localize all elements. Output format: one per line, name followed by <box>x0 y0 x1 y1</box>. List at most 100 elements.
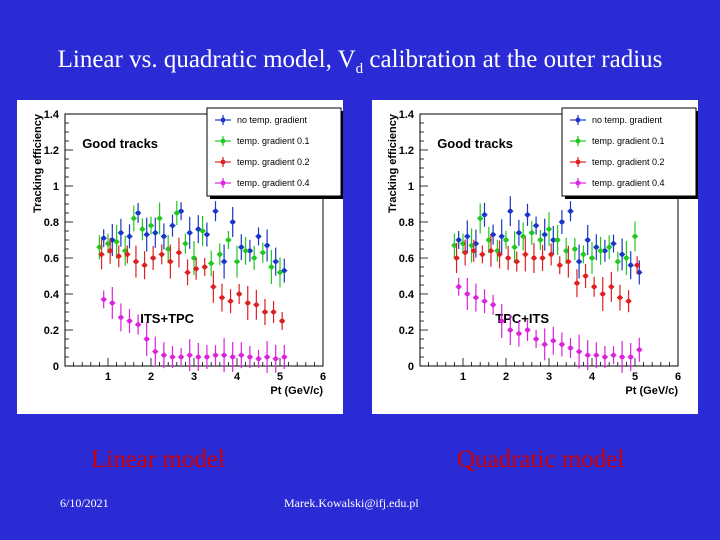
data-point <box>628 262 634 268</box>
data-point <box>514 259 520 264</box>
legend-entry: temp. gradient 0.4 <box>592 178 665 188</box>
y-tick-label: 1.2 <box>399 145 414 157</box>
data-point <box>208 261 214 266</box>
data-point <box>152 349 158 354</box>
data-point <box>591 284 597 290</box>
data-point <box>122 248 128 254</box>
data-point <box>193 266 199 272</box>
data-point <box>606 244 612 250</box>
data-point <box>499 234 505 239</box>
data-point <box>628 354 634 360</box>
y-tick-label: 1.4 <box>44 109 60 121</box>
legend-entry: temp. gradient 0.1 <box>592 136 665 146</box>
data-point <box>507 208 513 214</box>
data-point <box>593 244 599 250</box>
chart-title: Good tracks <box>437 136 513 151</box>
data-point <box>226 237 231 243</box>
chart-annotation: ITS+TPC <box>140 311 194 326</box>
data-point <box>634 262 640 268</box>
data-point <box>540 255 545 261</box>
data-point <box>490 302 496 308</box>
x-tick-label: 1 <box>460 371 466 383</box>
title-subscript: d <box>355 61 364 77</box>
x-tick-label: 2 <box>148 371 154 383</box>
data-point <box>213 208 218 214</box>
data-point <box>127 234 132 239</box>
y-tick-label: 0.8 <box>44 217 59 229</box>
series-3 <box>100 287 288 373</box>
x-tick-label: 4 <box>589 371 596 383</box>
x-tick-label: 3 <box>546 371 552 383</box>
data-point <box>555 237 560 243</box>
y-tick-label: 0 <box>53 361 59 373</box>
data-point <box>576 349 582 354</box>
data-point <box>636 270 642 275</box>
y-axis-title: Tracking efficiency <box>387 113 399 213</box>
data-point <box>550 338 556 344</box>
data-point <box>632 234 638 239</box>
series-3 <box>455 277 643 373</box>
data-point <box>608 284 614 290</box>
data-point <box>615 259 621 264</box>
data-point <box>230 219 236 225</box>
data-point <box>548 252 554 257</box>
legend-marker <box>220 159 226 165</box>
data-point <box>589 255 595 261</box>
caption-linear-model: Linear model <box>91 446 225 473</box>
data-point <box>477 216 483 221</box>
legend-box <box>206 107 342 197</box>
slide-title: Linear vs. quadratic model, Vd calibrati… <box>0 46 720 78</box>
data-point <box>131 216 137 221</box>
data-point <box>574 280 580 286</box>
data-point <box>533 336 539 342</box>
y-tick-label: 0.2 <box>399 325 414 337</box>
data-point <box>118 230 124 236</box>
data-point <box>495 248 500 254</box>
data-point <box>101 235 107 241</box>
legend-marker <box>220 117 226 123</box>
x-tick-label: 1 <box>105 371 111 383</box>
data-point <box>602 248 608 254</box>
data-point <box>568 208 573 214</box>
data-point <box>279 318 285 324</box>
data-point <box>187 352 193 358</box>
y-tick-label: 1.2 <box>44 145 59 157</box>
data-point <box>542 342 548 347</box>
data-point <box>559 219 565 225</box>
data-point <box>157 216 163 221</box>
data-point <box>277 270 283 275</box>
data-point <box>546 226 552 232</box>
data-point <box>152 230 158 236</box>
data-point <box>557 262 563 268</box>
data-point <box>264 243 270 248</box>
caption-quadratic-model: Quadratic model <box>457 446 625 473</box>
data-point <box>124 252 130 257</box>
data-point <box>525 327 530 333</box>
data-point <box>531 255 537 261</box>
data-point <box>210 284 216 290</box>
data-point <box>482 298 487 304</box>
data-point <box>262 309 268 315</box>
data-point <box>473 241 479 247</box>
data-point <box>161 352 167 358</box>
data-point <box>269 264 274 270</box>
chart-right: 1 2 3 4 5 6 0 0.2 0.4 0.6 0.8 1 1.2 1.4 Pt (GeV/c) Trac… <box>387 107 698 397</box>
data-point <box>213 352 218 358</box>
data-point <box>167 259 173 264</box>
data-point <box>161 234 167 239</box>
legend-entry: temp. gradient 0.4 <box>237 178 310 188</box>
y-tick-label: 0.2 <box>44 325 59 337</box>
x-tick-label: 4 <box>234 371 241 383</box>
data-point <box>97 244 102 250</box>
data-point <box>473 295 479 300</box>
x-tick-label: 5 <box>632 371 638 383</box>
data-point <box>256 234 261 239</box>
data-point <box>507 327 513 333</box>
legend-entry: temp. gradient 0.2 <box>592 157 665 167</box>
x-tick-label: 2 <box>503 371 509 383</box>
data-point <box>464 291 470 297</box>
data-point <box>499 318 505 324</box>
data-point <box>565 259 571 264</box>
data-point <box>260 250 266 256</box>
data-point <box>542 232 548 238</box>
